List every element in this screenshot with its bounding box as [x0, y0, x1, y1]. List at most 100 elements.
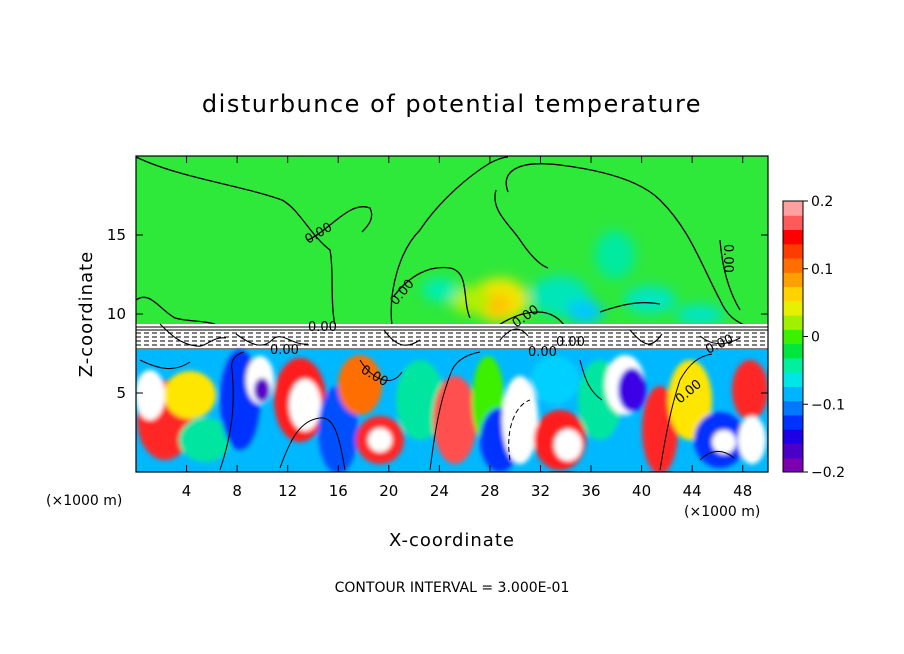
contour-label-11: 0.00: [556, 335, 585, 350]
colorbar-tick-label: 0.2: [811, 194, 833, 210]
x-tick-label: 36: [581, 482, 600, 500]
eddy-29: [732, 360, 768, 420]
x-tick-label: 8: [232, 482, 242, 500]
x-tick-label: 16: [329, 482, 348, 500]
x-tick-label: 48: [733, 482, 752, 500]
contour-interval-note: CONTOUR INTERVAL = 3.000E-01: [335, 580, 570, 596]
eddy-18: [502, 376, 538, 464]
lower-contour-5: [429, 351, 481, 471]
x-axis-label: X-coordinate: [389, 530, 515, 551]
lower-contour-7: [579, 359, 603, 401]
colorbar-swatch: [783, 201, 803, 216]
contour-label-7: 0.00: [528, 345, 557, 360]
contour-line-g: [494, 189, 549, 269]
lower-contour-4: [359, 359, 403, 382]
colorbar-swatch: [783, 357, 803, 373]
colorbar-swatch: [783, 243, 803, 259]
colorbar-swatch: [783, 443, 803, 459]
cool-anomaly-5: [422, 278, 458, 302]
colorbar-swatch: [783, 300, 803, 316]
colorbar-swatch: [783, 343, 803, 359]
x-tick-label: 44: [683, 482, 702, 500]
eddy-13: [368, 428, 392, 452]
colorbar-swatch: [783, 372, 803, 387]
lower-contour-2: [219, 351, 245, 471]
colorbar-swatch: [783, 457, 803, 473]
colorbar-swatch: [783, 229, 803, 245]
contour-label-3: 0.00: [720, 244, 735, 273]
eddy-15: [433, 376, 477, 464]
interface-ripple-2: [235, 333, 309, 346]
contour-line-j: [719, 239, 741, 311]
cool-anomaly-2: [567, 300, 603, 324]
eddy-21: [554, 429, 582, 461]
eddy-19: [531, 356, 579, 404]
x-tick-label: 32: [531, 482, 550, 500]
x-tick-label: 40: [632, 482, 651, 500]
colorbar-swatch: [783, 286, 803, 302]
interface-ripple-3: [383, 329, 421, 346]
y-tick-label: 5: [116, 384, 126, 402]
lower-contour-8: [659, 353, 713, 471]
contour-line-b: [307, 206, 373, 241]
eddy-4: [179, 418, 231, 462]
lower-contour-1: [139, 359, 191, 369]
contour-line-a: [136, 156, 336, 327]
eddy-14: [396, 360, 444, 440]
contour-label-5: 0.00: [308, 320, 337, 335]
colorbar-tick-label: −0.1: [811, 397, 845, 413]
contour-line-i: [599, 301, 661, 313]
colorbar-swatch: [783, 258, 803, 273]
colorbar-swatch: [783, 429, 803, 444]
contour-line-c: [136, 296, 216, 325]
y-axis-label: Z-coordinate: [76, 251, 97, 378]
eddy-7: [254, 378, 270, 402]
lower-contours: [139, 351, 735, 471]
chart-title: disturbunce of potential temperature: [202, 90, 702, 118]
x-tick-label: 28: [480, 482, 499, 500]
plot-area: 0.00 0.00 0.00 0.00 0.00 0.00 0.00 0.00 …: [136, 156, 768, 472]
colorbar-swatch: [783, 315, 803, 330]
eddy-3: [164, 371, 216, 419]
turbulent-eddies: [136, 350, 768, 472]
colorbar-swatch: [783, 386, 803, 402]
colorbar-swatch: [783, 414, 803, 430]
colorbar-swatch: [783, 215, 803, 231]
contour-label-6: 0.00: [270, 343, 299, 358]
cool-anomaly-3: [595, 231, 635, 279]
x-tick-label: 4: [182, 482, 192, 500]
lower-layer: [136, 350, 768, 472]
x-unit-right: (×1000 m): [684, 504, 760, 520]
colorbar-swatch: [783, 400, 803, 416]
lower-contour-9: [699, 451, 735, 461]
colorbar-tick-label: 0.1: [811, 262, 833, 278]
interface-ripple-6: [699, 335, 741, 345]
contour-line-f: [505, 163, 747, 327]
interface-ripple-4: [499, 328, 529, 341]
eddy-11: [338, 355, 382, 415]
upper-anomalies: [422, 231, 724, 325]
x-tick-label: 24: [430, 482, 449, 500]
cool-anomaly-6: [676, 305, 724, 325]
eddy-2: [136, 370, 165, 420]
contour-line-d: [390, 156, 509, 327]
eddy-9: [289, 379, 321, 431]
colorbar-swatch: [783, 329, 803, 345]
contour-line-h: [491, 311, 567, 331]
interface-ripple-5: [629, 329, 663, 345]
interface-ripple-1: [159, 323, 227, 347]
warm-anomaly-inner: [484, 293, 512, 317]
x-tick-label: 12: [278, 482, 297, 500]
x-tick-label: 20: [379, 482, 398, 500]
eddy-26: [668, 360, 712, 440]
colorbar-swatch: [783, 272, 803, 288]
colorbar-tick-label: −0.2: [811, 465, 845, 481]
warm-anomaly-left: [450, 286, 490, 314]
upper-contours: [136, 156, 747, 331]
colorbar-tick-label: 0: [811, 330, 820, 346]
y-tick-label: 15: [107, 226, 126, 244]
contour-line-e: [393, 266, 471, 319]
